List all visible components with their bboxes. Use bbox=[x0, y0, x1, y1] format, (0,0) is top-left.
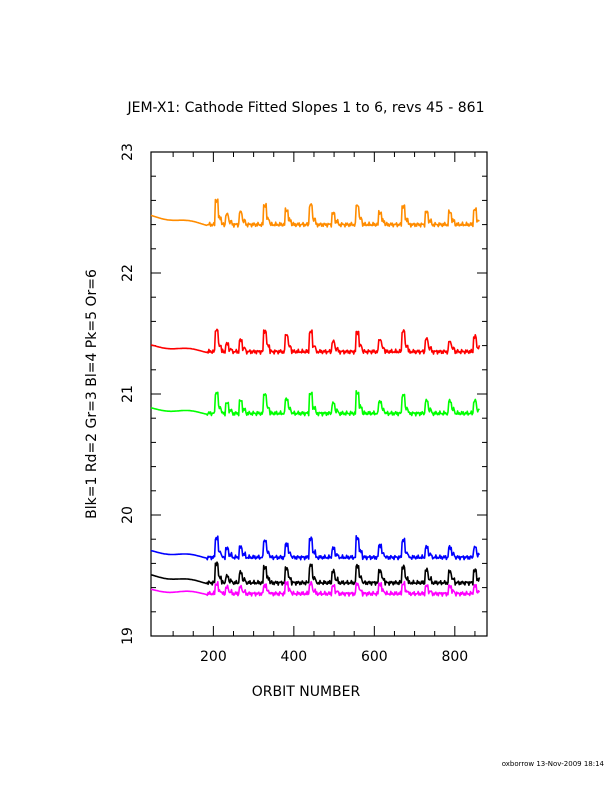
series-line-2 bbox=[150, 328, 481, 355]
x-tick-labels: 200 400 600 800 bbox=[200, 649, 468, 665]
series-line-5 bbox=[150, 580, 481, 597]
series-line-4 bbox=[150, 534, 481, 561]
series-layer bbox=[150, 198, 481, 597]
series-line-3 bbox=[150, 389, 480, 417]
footer-credit: oxborrow 13-Nov-2009 18:14 bbox=[501, 760, 604, 768]
series-line-6 bbox=[150, 198, 480, 228]
chart-title: JEM-X1: Cathode Fitted Slopes 1 to 6, re… bbox=[127, 100, 485, 116]
x-axis-label: ORBIT NUMBER bbox=[252, 684, 361, 700]
series-line-1 bbox=[150, 561, 481, 587]
y-axis-label: Blk=1 Rd=2 Gr=3 Bl=4 Pk=5 Or=6 bbox=[84, 269, 100, 519]
x-tick-label: 800 bbox=[441, 649, 468, 665]
axis-ticks bbox=[151, 151, 487, 637]
y-tick-label: 19 bbox=[120, 627, 136, 645]
y-tick-label: 22 bbox=[120, 264, 136, 282]
y-tick-labels: 19 20 21 22 23 bbox=[120, 143, 136, 645]
x-tick-label: 600 bbox=[361, 649, 388, 665]
y-tick-label: 21 bbox=[120, 385, 136, 403]
x-tick-label: 200 bbox=[200, 649, 227, 665]
x-tick-label: 400 bbox=[280, 649, 307, 665]
y-tick-label: 20 bbox=[120, 506, 136, 524]
y-tick-label: 23 bbox=[120, 143, 136, 161]
